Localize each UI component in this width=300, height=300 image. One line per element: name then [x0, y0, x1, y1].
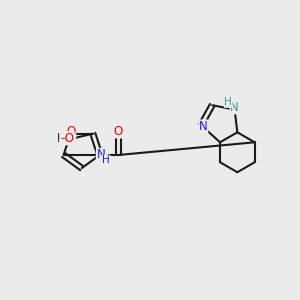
Text: N: N [230, 101, 239, 114]
Text: H: H [102, 155, 110, 165]
Text: N: N [96, 148, 105, 161]
Text: N: N [199, 120, 208, 133]
Text: H: H [57, 132, 65, 145]
Text: H: H [224, 97, 232, 107]
Text: -O: -O [60, 132, 74, 145]
Text: O: O [114, 125, 123, 138]
Text: O: O [66, 125, 76, 138]
